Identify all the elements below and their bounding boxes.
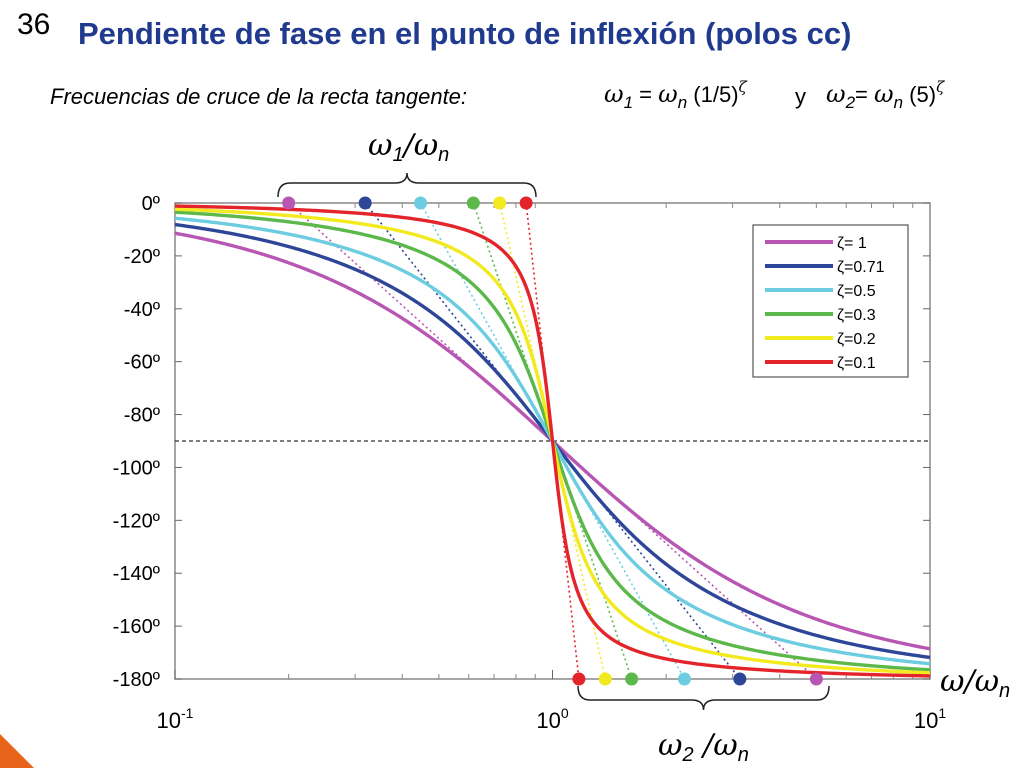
crossing-marker-w1: [358, 196, 372, 210]
formula-omega1: ω1 = ωn (1/5)ζ: [604, 78, 747, 112]
y-tick-label: -20º: [124, 246, 161, 268]
formula-omega2: ω2= ωn (5)ζ: [826, 78, 945, 112]
curves-group: [174, 202, 931, 680]
top-brace: [277, 172, 537, 198]
y-tick-label: -100º: [113, 457, 161, 479]
legend: ζ= 1 ζ=0.71 ζ=0.5 ζ=0.3 ζ=0.2 ζ=0.1: [752, 224, 909, 378]
crossing-marker-w1: [493, 196, 507, 210]
crossing-marker-w1: [414, 196, 428, 210]
legend-label: ζ=0.5: [837, 283, 876, 300]
slide-number: 36: [17, 8, 51, 41]
y-tick-label: -180º: [113, 669, 161, 691]
legend-label: ζ= 1: [837, 235, 867, 252]
corner-accent: [0, 734, 34, 768]
crossing-marker-w2: [809, 672, 823, 686]
tangent-line: [419, 202, 686, 680]
crossing-marker-w2: [598, 672, 612, 686]
top-brace-label: ω1/ωn: [368, 128, 450, 166]
bottom-brace: [577, 685, 830, 711]
markers-group: [282, 196, 823, 686]
crossing-marker-w1: [282, 196, 296, 210]
legend-box: [752, 224, 909, 378]
legend-label: ζ=0.71: [837, 259, 885, 276]
bottom-brace-label: ω2 /ωn: [658, 728, 749, 766]
crossing-marker-w1: [519, 196, 533, 210]
legend-label: ζ=0.2: [837, 331, 876, 348]
crossing-marker-w2: [572, 672, 586, 686]
slide-subtitle: Frecuencias de cruce de la recta tangent…: [50, 84, 468, 109]
x-tick-label: 101: [914, 705, 946, 733]
crossing-marker-w1: [466, 196, 480, 210]
crossing-marker-w2: [677, 672, 691, 686]
y-tick-label: -60º: [124, 352, 161, 374]
formula-connector: y: [795, 84, 806, 109]
slide-title: Pendiente de fase en el punto de inflexi…: [78, 16, 852, 51]
y-tick-label: 0º: [142, 193, 161, 215]
y-tick-label: -160º: [113, 616, 161, 638]
crossing-marker-w2: [625, 672, 639, 686]
tangent-line: [498, 202, 607, 680]
y-tick-label: -120º: [113, 510, 161, 532]
x-axis-label: ω/ωn: [940, 664, 1011, 702]
crossing-marker-w2: [733, 672, 747, 686]
series-curve: [174, 204, 931, 678]
x-tick-label: 10-1: [157, 705, 194, 733]
x-tick-label: 100: [536, 705, 568, 733]
tangent-line: [364, 202, 741, 680]
y-tick-label: -40º: [124, 299, 161, 321]
legend-label: ζ=0.1: [837, 355, 876, 372]
legend-label: ζ=0.3: [837, 307, 876, 324]
y-tick-label: -80º: [124, 405, 161, 427]
y-tick-label: -140º: [113, 563, 161, 585]
